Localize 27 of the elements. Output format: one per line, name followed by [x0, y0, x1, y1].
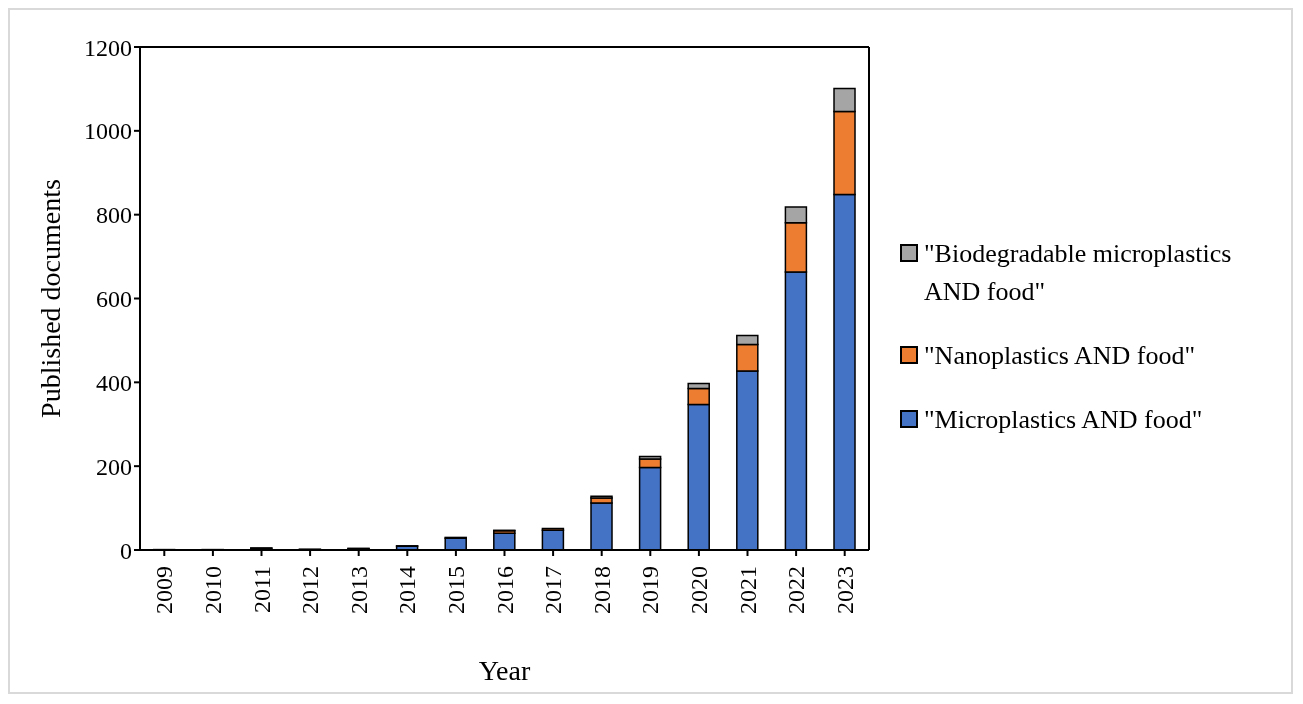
x-tick-label: 2009	[151, 566, 178, 614]
legend-label: "Nanoplastics AND food"	[924, 340, 1196, 372]
legend-label: "Biodegradable microplastics AND food"	[924, 238, 1233, 308]
y-tick-label: 800	[96, 202, 132, 229]
legend-label: "Microplastics AND food"	[924, 404, 1203, 436]
x-tick-label: 2019	[637, 566, 664, 614]
x-tick-label: 2021	[734, 566, 761, 614]
x-tick-label: 2014	[394, 566, 421, 614]
x-tick-label: 2012	[297, 566, 324, 614]
x-tick-label: 2011	[248, 566, 275, 614]
y-tick-label: 1000	[84, 118, 132, 145]
x-tick-label: 2017	[540, 566, 567, 614]
y-tick-label: 600	[96, 286, 132, 313]
y-tick-label: 0	[120, 537, 132, 564]
y-tick-label: 1200	[84, 34, 132, 61]
x-tick-label: 2023	[831, 566, 858, 614]
x-tick-label: 2018	[588, 566, 615, 614]
x-tick-label: 2020	[685, 566, 712, 614]
x-tick-label: 2022	[783, 566, 810, 614]
y-axis-title: Published documents	[34, 179, 66, 418]
x-tick-label: 2015	[442, 566, 469, 614]
x-axis-title: Year	[478, 655, 531, 686]
y-tick-label: 200	[96, 453, 132, 480]
y-tick-label: 400	[96, 369, 132, 396]
x-tick-label: 2016	[491, 566, 518, 614]
x-tick-label: 2010	[199, 566, 226, 614]
x-tick-label: 2013	[345, 566, 372, 614]
